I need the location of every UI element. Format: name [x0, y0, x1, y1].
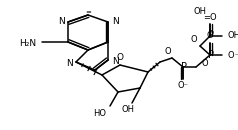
Text: P: P	[181, 62, 187, 72]
Text: P: P	[208, 30, 214, 40]
Text: O: O	[201, 60, 208, 69]
Text: OH: OH	[228, 31, 238, 40]
Text: O: O	[116, 53, 124, 61]
Text: O: O	[165, 47, 171, 57]
Text: OH: OH	[193, 8, 207, 17]
Text: HO: HO	[94, 109, 106, 118]
Text: =O: =O	[203, 12, 217, 21]
Text: N: N	[58, 18, 65, 27]
Text: OH: OH	[122, 106, 134, 115]
Text: N: N	[112, 57, 119, 67]
Text: =: =	[85, 9, 91, 15]
Text: H₂N: H₂N	[19, 38, 36, 47]
Text: O: O	[190, 35, 197, 44]
Text: N: N	[112, 18, 119, 27]
Text: O: O	[207, 31, 213, 41]
Text: N: N	[66, 60, 73, 69]
Text: P: P	[208, 50, 214, 60]
Text: O⁻: O⁻	[178, 82, 188, 90]
Text: O⁻ Na⁺: O⁻ Na⁺	[228, 50, 238, 60]
